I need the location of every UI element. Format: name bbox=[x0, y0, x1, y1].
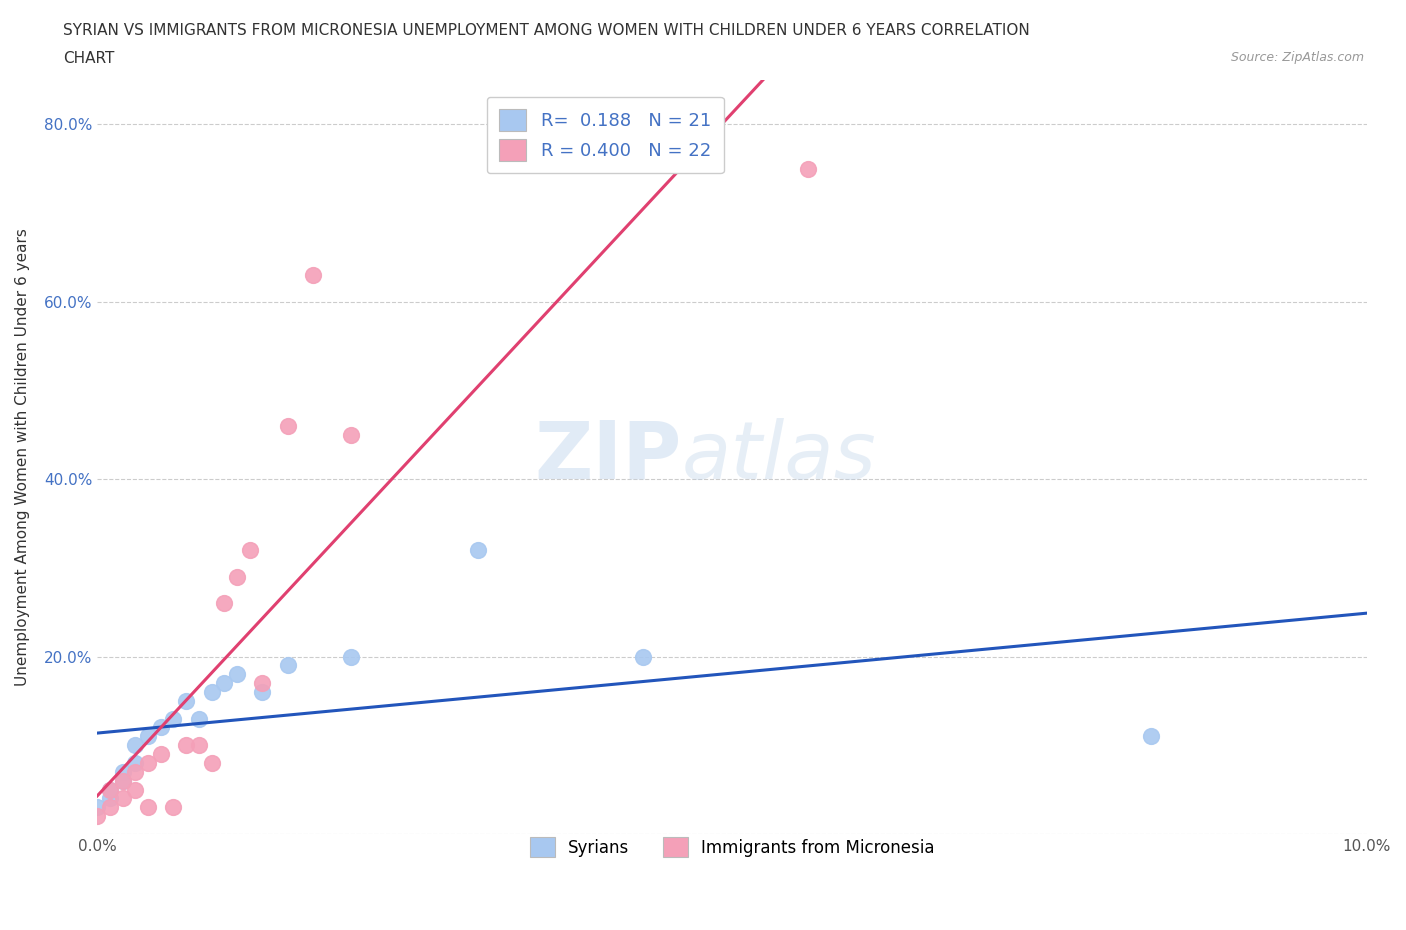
Point bbox=[149, 747, 172, 762]
Text: Source: ZipAtlas.com: Source: ZipAtlas.com bbox=[1230, 51, 1364, 64]
Point bbox=[136, 729, 159, 744]
Point bbox=[200, 684, 222, 699]
Point bbox=[277, 418, 299, 433]
Text: atlas: atlas bbox=[682, 418, 876, 496]
Point bbox=[111, 764, 134, 779]
Point bbox=[98, 782, 121, 797]
Point bbox=[111, 773, 134, 788]
Point bbox=[136, 800, 159, 815]
Point bbox=[111, 790, 134, 805]
Point bbox=[149, 720, 172, 735]
Point bbox=[340, 428, 363, 443]
Point bbox=[98, 782, 121, 797]
Point bbox=[1140, 729, 1163, 744]
Point bbox=[174, 737, 197, 752]
Point bbox=[200, 755, 222, 770]
Point bbox=[631, 649, 654, 664]
Point bbox=[174, 694, 197, 709]
Point bbox=[86, 809, 108, 824]
Y-axis label: Unemployment Among Women with Children Under 6 years: Unemployment Among Women with Children U… bbox=[15, 228, 30, 686]
Point bbox=[136, 755, 159, 770]
Point bbox=[277, 658, 299, 672]
Text: SYRIAN VS IMMIGRANTS FROM MICRONESIA UNEMPLOYMENT AMONG WOMEN WITH CHILDREN UNDE: SYRIAN VS IMMIGRANTS FROM MICRONESIA UNE… bbox=[63, 23, 1031, 38]
Point bbox=[467, 543, 489, 558]
Text: CHART: CHART bbox=[63, 51, 115, 66]
Point bbox=[124, 737, 146, 752]
Point bbox=[124, 782, 146, 797]
Point bbox=[797, 161, 820, 176]
Point bbox=[252, 684, 274, 699]
Legend: Syrians, Immigrants from Micronesia: Syrians, Immigrants from Micronesia bbox=[516, 824, 948, 870]
Point bbox=[98, 800, 121, 815]
Point bbox=[239, 543, 262, 558]
Point bbox=[302, 268, 325, 283]
Point bbox=[340, 649, 363, 664]
Text: ZIP: ZIP bbox=[534, 418, 682, 496]
Point bbox=[212, 676, 235, 691]
Point bbox=[86, 800, 108, 815]
Point bbox=[212, 596, 235, 611]
Point bbox=[111, 773, 134, 788]
Point bbox=[98, 790, 121, 805]
Point bbox=[162, 711, 184, 726]
Point bbox=[187, 711, 209, 726]
Point bbox=[124, 755, 146, 770]
Point bbox=[252, 676, 274, 691]
Point bbox=[187, 737, 209, 752]
Point bbox=[225, 667, 247, 682]
Point bbox=[162, 800, 184, 815]
Point bbox=[225, 569, 247, 584]
Point bbox=[124, 764, 146, 779]
